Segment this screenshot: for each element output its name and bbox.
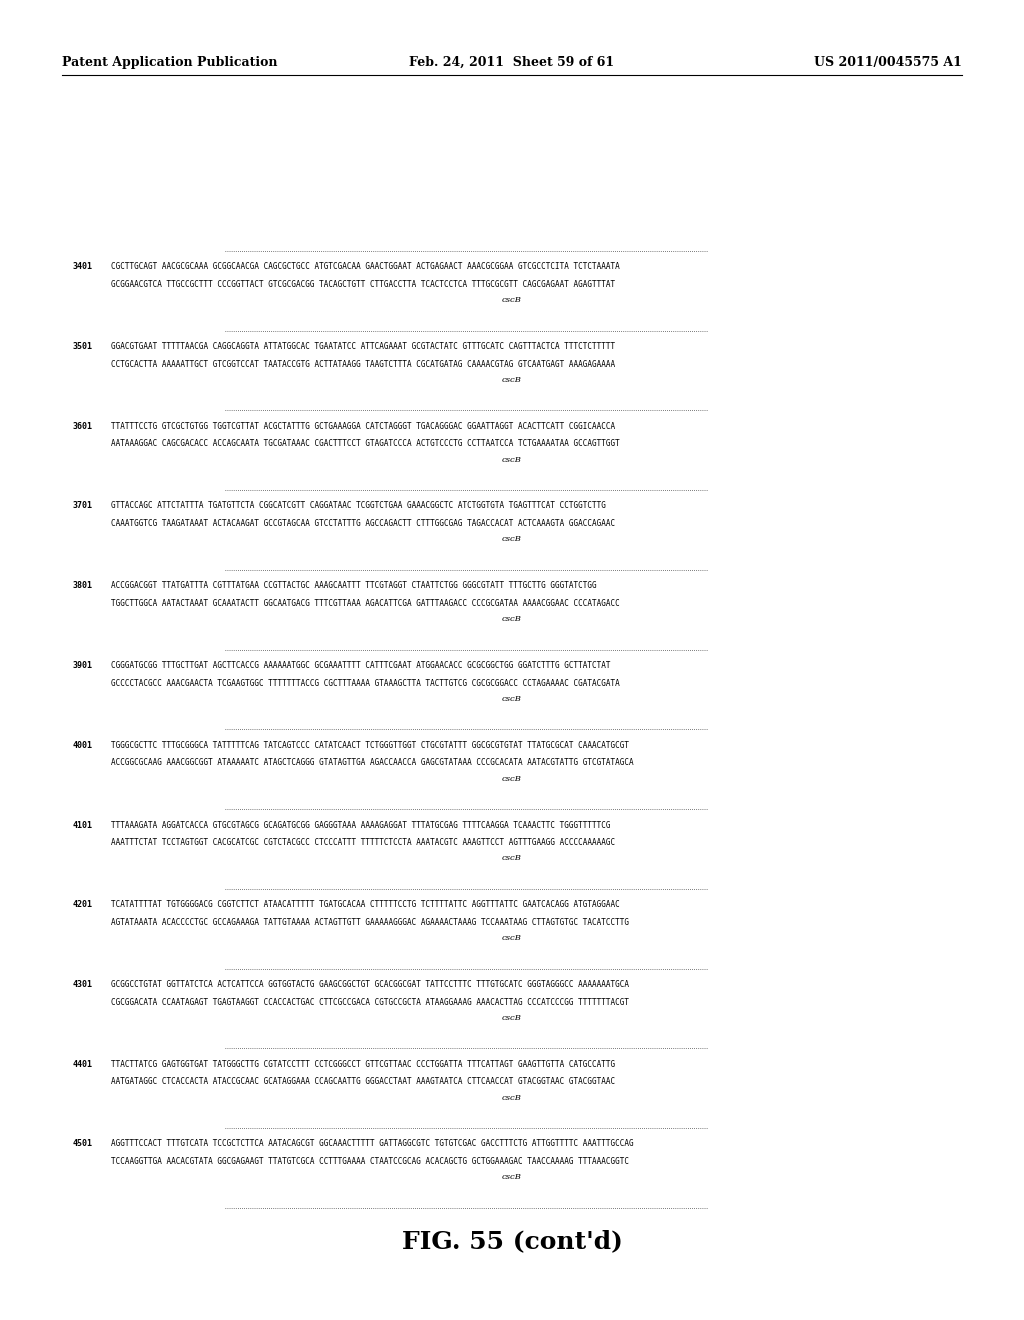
Text: cscB: cscB — [502, 935, 522, 942]
Text: GTTACCAGC ATTCTATTTA TGATGTTCTA CGGCATCGTT CAGGATAAC TCGGTCTGAA GAAACGGCTC ATCTG: GTTACCAGC ATTCTATTTA TGATGTTCTA CGGCATCG… — [111, 502, 605, 511]
Text: cscB: cscB — [502, 1094, 522, 1102]
Text: cscB: cscB — [502, 1014, 522, 1022]
Text: ACCGGCGCAAG AAACGGCGGT ATAAAAATC ATAGCTCAGGG GTATAGTTGA AGACCAACCA GAGCGTATAAA C: ACCGGCGCAAG AAACGGCGGT ATAAAAATC ATAGCTC… — [111, 758, 633, 767]
Text: cscB: cscB — [502, 1173, 522, 1181]
Text: 4301: 4301 — [72, 979, 92, 989]
Text: US 2011/0045575 A1: US 2011/0045575 A1 — [814, 55, 962, 69]
Text: cscB: cscB — [502, 615, 522, 623]
Text: 3701: 3701 — [72, 502, 92, 511]
Text: cscB: cscB — [502, 536, 522, 544]
Text: GCGGCCTGTAT GGTTATCTCA ACTCATTCCA GGTGGTACTG GAAGCGGCTGT GCACGGCGAT TATTCCTTTC T: GCGGCCTGTAT GGTTATCTCA ACTCATTCCA GGTGGT… — [111, 979, 629, 989]
Text: CGCTTGCAGT AACGCGCAAA GCGGCAACGA CAGCGCTGCC ATGTCGACAA GAACTGGAAT ACTGAGAACT AAA: CGCTTGCAGT AACGCGCAAA GCGGCAACGA CAGCGCT… — [111, 263, 620, 271]
Text: cscB: cscB — [502, 296, 522, 304]
Text: cscB: cscB — [502, 455, 522, 463]
Text: Patent Application Publication: Patent Application Publication — [62, 55, 278, 69]
Text: CAAATGGTCG TAAGATAAAT ACTACAAGAT GCCGTAGCAA GTCCTATTTG AGCCAGACTT CTTTGGCGAG TAG: CAAATGGTCG TAAGATAAAT ACTACAAGAT GCCGTAG… — [111, 519, 614, 528]
Text: GGACGTGAAT TTTTTAACGA CAGGCAGGTA ATTATGGCAC TGAATATCC ATTCAGAAAT GCGTACTATC GTTT: GGACGTGAAT TTTTTAACGA CAGGCAGGTA ATTATGG… — [111, 342, 614, 351]
Text: 3801: 3801 — [72, 581, 92, 590]
Text: 4401: 4401 — [72, 1060, 92, 1069]
Text: TGGCTTGGCA AATACTAAAT GCAAATACTT GGCAATGACG TTTCGTTAAA AGACATTCGA GATTTAAGACC CC: TGGCTTGGCA AATACTAAAT GCAAATACTT GGCAATG… — [111, 599, 620, 607]
Text: 4101: 4101 — [72, 821, 92, 829]
Text: TTATTTCCTG GTCGCTGTGG TGGTCGTTAT ACGCTATTTG GCTGAAAGGA CATCTAGGGT TGACAGGGAC GGA: TTATTTCCTG GTCGCTGTGG TGGTCGTTAT ACGCTAT… — [111, 422, 614, 430]
Text: 3601: 3601 — [72, 422, 92, 430]
Text: TTACTTATCG GAGTGGTGAT TATGGGCTTG CGTATCCTTT CCTCGGGCCT GTTCGTTAAC CCCTGGATTA TTT: TTACTTATCG GAGTGGTGAT TATGGGCTTG CGTATCC… — [111, 1060, 614, 1069]
Text: 4501: 4501 — [72, 1139, 92, 1148]
Text: TTTAAAGATA AGGATCACCA GTGCGTAGCG GCAGATGCGG GAGGGTAAA AAAAGAGGAT TTTATGCGAG TTTT: TTTAAAGATA AGGATCACCA GTGCGTAGCG GCAGATG… — [111, 821, 610, 829]
Text: 3501: 3501 — [72, 342, 92, 351]
Text: AAATTTCTAT TCCTAGTGGT CACGCATCGC CGTCTACGCC CTCCCATTT TTTTTCTCCTA AAATACGTC AAAG: AAATTTCTAT TCCTAGTGGT CACGCATCGC CGTCTAC… — [111, 838, 614, 847]
Text: TCCAAGGTTGA AACACGTATA GGCGAGAAGT TTATGTCGCA CCTTTGAAAA CTAATCCGCAG ACACAGCTG GC: TCCAAGGTTGA AACACGTATA GGCGAGAAGT TTATGT… — [111, 1158, 629, 1166]
Text: AATAAAGGAC CAGCGACACC ACCAGCAATA TGCGATAAAC CGACTTTCCT GTAGATCCCA ACTGTCCCTG CCT: AATAAAGGAC CAGCGACACC ACCAGCAATA TGCGATA… — [111, 440, 620, 449]
Text: GCGGAACGTCA TTGCCGCTTT CCCGGTTACT GTCGCGACGG TACAGCTGTT CTTGACCTTA TCACTCCTCA TT: GCGGAACGTCA TTGCCGCTTT CCCGGTTACT GTCGCG… — [111, 280, 614, 289]
Text: AATGATAGGC CTCACCACTA ATACCGCAAC GCATAGGAAA CCAGCAATTG GGGACCTAAT AAAGTAATCA CTT: AATGATAGGC CTCACCACTA ATACCGCAAC GCATAGG… — [111, 1077, 614, 1086]
Text: 4001: 4001 — [72, 741, 92, 750]
Text: cscB: cscB — [502, 696, 522, 704]
Text: Feb. 24, 2011  Sheet 59 of 61: Feb. 24, 2011 Sheet 59 of 61 — [410, 55, 614, 69]
Text: 4201: 4201 — [72, 900, 92, 909]
Text: TCATATTTTAT TGTGGGGACG CGGTCTTCT ATAACATTTTT TGATGCACAA CTTTTTCCTG TCTTTTATTC AG: TCATATTTTAT TGTGGGGACG CGGTCTTCT ATAACAT… — [111, 900, 620, 909]
Text: CCTGCACTTA AAAAATTGCT GTCGGTCCAT TAATACCGTG ACTTATAAGG TAAGTCTTTA CGCATGATAG CAA: CCTGCACTTA AAAAATTGCT GTCGGTCCAT TAATACC… — [111, 359, 614, 368]
Text: AGTATAAATA ACACCCCTGC GCCAGAAAGA TATTGTAAAA ACTAGTTGTT GAAAAAGGGAC AGAAAACTAAAG : AGTATAAATA ACACCCCTGC GCCAGAAAGA TATTGTA… — [111, 917, 629, 927]
Text: 3901: 3901 — [72, 661, 92, 671]
Text: CGCGGACATA CCAATAGAGT TGAGTAAGGT CCACCACTGAC CTTCGCCGACA CGTGCCGCTA ATAAGGAAAG A: CGCGGACATA CCAATAGAGT TGAGTAAGGT CCACCAC… — [111, 998, 629, 1007]
Text: cscB: cscB — [502, 376, 522, 384]
Text: TGGGCGCTTC TTTGCGGGCA TATTTTTCAG TATCAGTCCC CATATCAACT TCTGGGTTGGT CTGCGTATTT GG: TGGGCGCTTC TTTGCGGGCA TATTTTTCAG TATCAGT… — [111, 741, 629, 750]
Text: CGGGATGCGG TTTGCTTGAT AGCTTCACCG AAAAAATGGC GCGAAATTTT CATTTCGAAT ATGGAACACC GCG: CGGGATGCGG TTTGCTTGAT AGCTTCACCG AAAAAAT… — [111, 661, 610, 671]
Text: GCCCCTACGCC AAACGAACTA TCGAAGTGGC TTTTTTTACCG CGCTTTAAAA GTAAAGCTTA TACTTGTCG CG: GCCCCTACGCC AAACGAACTA TCGAAGTGGC TTTTTT… — [111, 678, 620, 688]
Text: ACCGGACGGT TTATGATTTA CGTTTATGAA CCGTTACTGC AAAGCAATTT TTCGTAGGT CTAATTCTGG GGGC: ACCGGACGGT TTATGATTTA CGTTTATGAA CCGTTAC… — [111, 581, 596, 590]
Text: 3401: 3401 — [72, 263, 92, 271]
Text: FIG. 55 (cont'd): FIG. 55 (cont'd) — [401, 1229, 623, 1253]
Text: cscB: cscB — [502, 854, 522, 862]
Text: AGGTTTCCACT TTTGTCATA TCCGCTCTTCA AATACAGCGT GGCAAACTTTTT GATTAGGCGTC TGTGTCGAC : AGGTTTCCACT TTTGTCATA TCCGCTCTTCA AATACA… — [111, 1139, 633, 1148]
Text: cscB: cscB — [502, 775, 522, 783]
